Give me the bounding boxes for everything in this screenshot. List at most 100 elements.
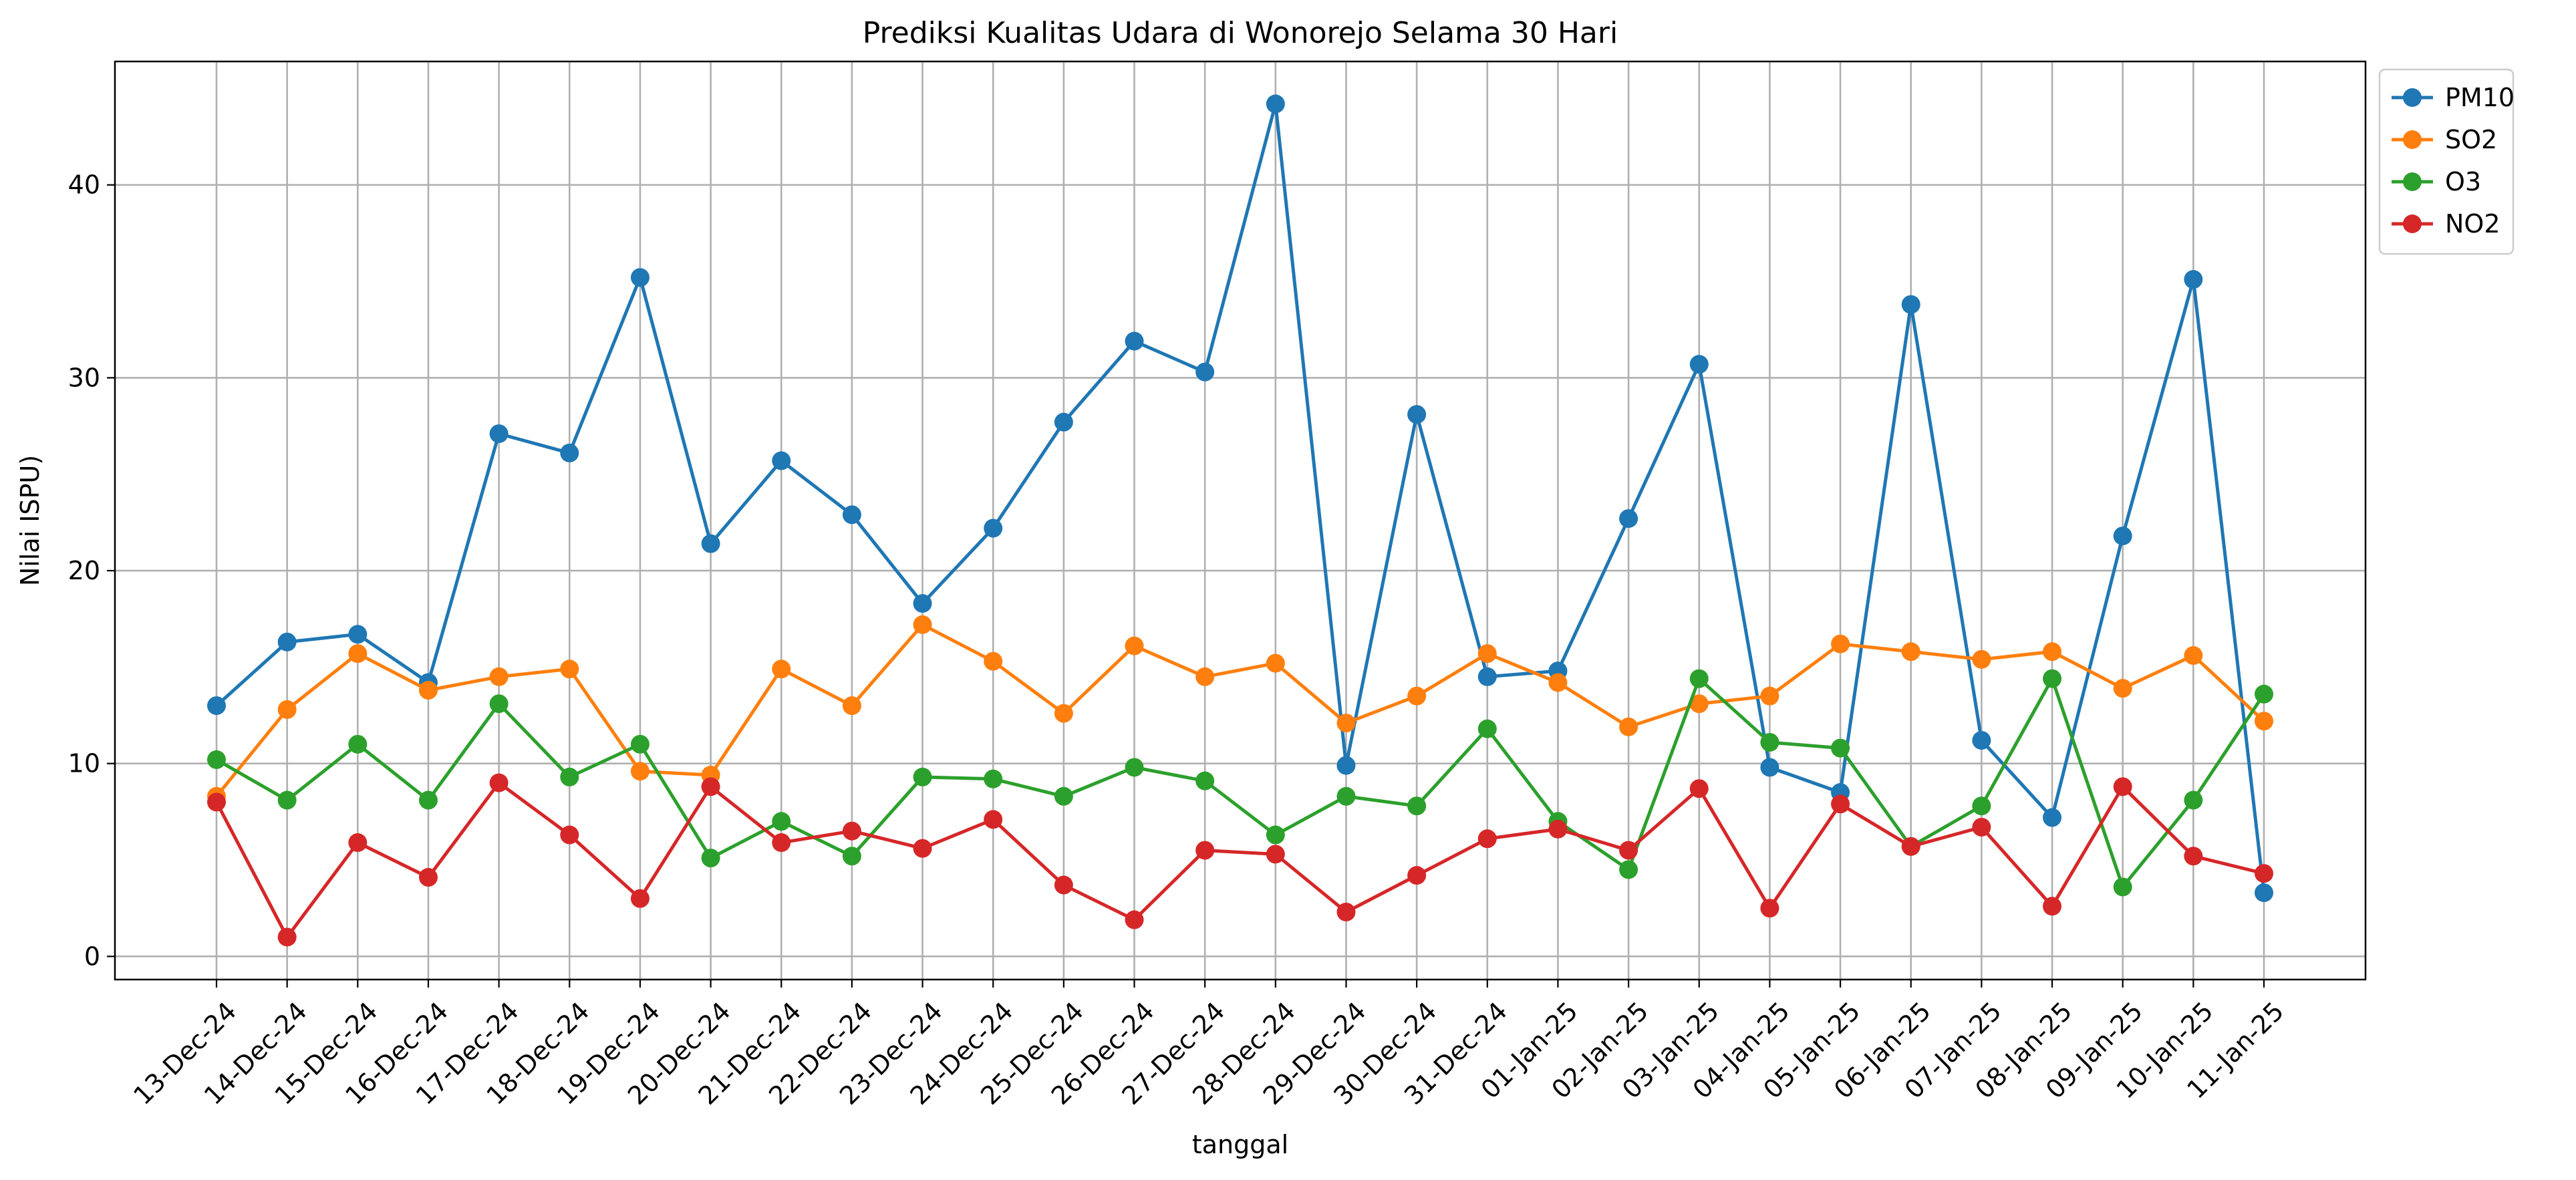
- y-tick-label: 20: [68, 556, 100, 585]
- y-tick-label: 0: [84, 941, 100, 971]
- data-point: [2043, 808, 2062, 827]
- data-point: [913, 767, 932, 786]
- data-point: [1054, 412, 1073, 432]
- data-point: [1477, 644, 1497, 663]
- legend-marker: [2403, 88, 2422, 107]
- data-point: [2113, 679, 2132, 698]
- data-point: [1336, 714, 1356, 733]
- data-point: [630, 268, 650, 287]
- plot-frame: [114, 60, 2367, 981]
- data-point: [1407, 796, 1427, 816]
- data-point: [1831, 738, 1850, 758]
- series-line-so2: [214, 623, 2266, 798]
- data-point: [418, 868, 438, 887]
- data-point: [1619, 717, 1638, 736]
- data-point: [1125, 910, 1144, 929]
- data-point: [772, 659, 791, 679]
- data-point: [842, 847, 861, 866]
- data-point: [1266, 653, 1285, 673]
- data-point: [772, 833, 791, 853]
- data-point: [489, 424, 509, 444]
- data-point: [1407, 866, 1427, 885]
- data-point: [207, 792, 226, 812]
- data-point: [1619, 509, 1638, 529]
- data-point: [489, 694, 509, 714]
- data-point: [701, 777, 720, 796]
- data-point: [1831, 794, 1850, 814]
- data-point: [1477, 829, 1497, 849]
- series-no2: [207, 773, 2273, 947]
- data-point: [348, 644, 368, 663]
- data-point: [1689, 355, 1709, 374]
- series-o3: [207, 669, 2273, 897]
- data-point: [207, 696, 226, 716]
- data-point: [1054, 704, 1073, 723]
- legend-item: PM10: [2392, 83, 2515, 112]
- data-point: [1054, 786, 1073, 806]
- x-axis-label: tanggal: [1192, 1130, 1288, 1159]
- data-point: [772, 451, 791, 470]
- data-point: [1195, 667, 1215, 686]
- data-point: [630, 734, 650, 754]
- data-point: [1266, 845, 1285, 864]
- data-point: [1760, 899, 1779, 918]
- data-point: [1195, 362, 1215, 382]
- data-point: [2184, 646, 2203, 666]
- data-point: [418, 681, 438, 700]
- data-point: [348, 833, 368, 853]
- data-point: [560, 767, 579, 786]
- legend-marker: [2403, 214, 2422, 233]
- data-point: [348, 734, 368, 754]
- data-point: [1972, 731, 1991, 750]
- legend-item: O3: [2392, 167, 2481, 196]
- data-point: [418, 790, 438, 810]
- data-point: [2113, 527, 2132, 546]
- data-point: [2184, 270, 2203, 289]
- data-point: [1760, 758, 1779, 777]
- legend-marker: [2403, 172, 2422, 191]
- data-point: [1195, 771, 1215, 790]
- data-point: [1125, 758, 1144, 777]
- data-point: [1407, 405, 1427, 424]
- data-point: [277, 700, 297, 719]
- data-point: [1477, 719, 1497, 738]
- legend-label: O3: [2445, 167, 2481, 196]
- data-point: [2255, 883, 2273, 903]
- data-point: [701, 849, 720, 868]
- data-point: [1972, 817, 1991, 837]
- data-point: [1125, 331, 1144, 351]
- data-point: [1125, 636, 1144, 655]
- data-point: [1972, 649, 1991, 669]
- data-point: [277, 927, 297, 947]
- legend: PM10 SO2 O3 NO2: [2378, 68, 2515, 255]
- data-point: [984, 651, 1003, 671]
- series-line-o3: [214, 677, 2266, 889]
- chart-title: Prediksi Kualitas Udara di Wonorejo Sela…: [863, 16, 1618, 50]
- y-tick-label: 10: [68, 749, 100, 778]
- data-point: [1972, 796, 1991, 816]
- data-point: [277, 790, 297, 810]
- series-so2: [207, 615, 2273, 806]
- data-point: [1336, 902, 1356, 921]
- data-point: [1266, 825, 1285, 845]
- data-point: [1901, 642, 1920, 661]
- data-point: [1689, 694, 1709, 714]
- series-pm10: [207, 94, 2273, 903]
- legend-marker: [2403, 130, 2422, 149]
- data-point: [2184, 790, 2203, 810]
- data-point: [1548, 819, 1568, 839]
- data-point: [1477, 667, 1497, 686]
- y-axis-label: Nilai ISPU): [15, 455, 45, 586]
- data-point: [701, 534, 720, 553]
- data-point: [560, 825, 579, 845]
- y-tick-label: 30: [68, 363, 100, 392]
- data-point: [1195, 841, 1215, 860]
- y-tick-label: 40: [68, 170, 100, 200]
- data-point: [2043, 642, 2062, 661]
- data-point: [984, 519, 1003, 538]
- data-point: [489, 667, 509, 686]
- data-point: [1548, 673, 1568, 692]
